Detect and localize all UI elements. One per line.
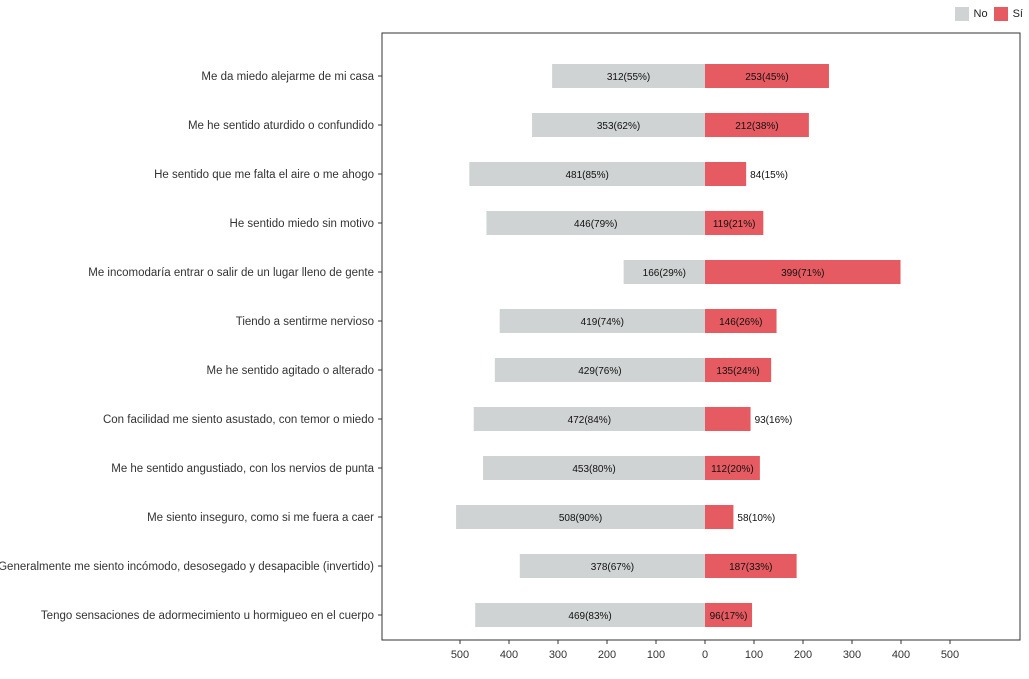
legend-item-no: No	[954, 7, 988, 21]
legend-label-si: Sí	[1012, 8, 1023, 20]
bar-no	[486, 211, 705, 235]
bar-label-si: 146(26%)	[719, 317, 762, 328]
bar-si	[705, 554, 797, 578]
bar-label-si: 253(45%)	[745, 72, 788, 83]
bar-no	[623, 260, 705, 284]
bar-label-no: 312(55%)	[607, 72, 650, 83]
category-label: Me siento inseguro, como si me fuera a c…	[147, 512, 374, 524]
category-label: He sentido miedo sin motivo	[230, 218, 374, 230]
x-tick-label: 300	[843, 649, 861, 661]
bar-no	[456, 505, 705, 529]
x-tick-label: 500	[451, 649, 469, 661]
category-label: Me he sentido aturdido o confundido	[188, 120, 374, 132]
x-tick-label: 100	[745, 649, 763, 661]
x-tick-label: 200	[794, 649, 812, 661]
bar-no	[494, 358, 705, 382]
category-label: Me incomodaría entrar o salir de un luga…	[88, 267, 374, 279]
x-tick-label: 400	[892, 649, 910, 661]
bar-no	[473, 407, 705, 431]
bar-no	[483, 456, 705, 480]
bar-si	[705, 64, 829, 88]
bar-label-si: 93(16%)	[755, 415, 793, 426]
bar-no	[519, 554, 705, 578]
bar-label-no: 429(76%)	[578, 366, 621, 377]
bar-no	[532, 113, 705, 137]
bar-label-si: 84(15%)	[750, 170, 788, 181]
category-label: He sentido que me falta el aire o me aho…	[154, 169, 374, 181]
bar-si	[705, 505, 734, 529]
legend-label-no: No	[973, 8, 988, 20]
bar-si	[705, 260, 901, 284]
bar-label-no: 469(83%)	[568, 611, 611, 622]
bar-si	[705, 407, 751, 431]
bar-label-no: 353(62%)	[597, 121, 640, 132]
bar-label-no: 166(29%)	[643, 268, 686, 279]
bar-label-no: 481(85%)	[565, 170, 608, 181]
bar-label-si: 399(71%)	[781, 268, 824, 279]
bar-label-si: 58(10%)	[737, 513, 775, 524]
bar-si	[705, 603, 753, 627]
bar-label-si: 212(38%)	[735, 121, 778, 132]
bar-label-no: 453(80%)	[572, 464, 615, 475]
bar-label-no: 508(90%)	[559, 513, 602, 524]
x-tick-label: 300	[549, 649, 567, 661]
bar-no	[552, 64, 705, 88]
category-label: Con facilidad me siento asustado, con te…	[103, 414, 374, 426]
bar-label-si: 96(17%)	[710, 611, 748, 622]
x-tick-label: 500	[941, 649, 959, 661]
bar-label-si: 119(21%)	[713, 219, 756, 230]
bar-label-si: 112(20%)	[711, 464, 754, 475]
bar-label-si: 187(33%)	[729, 562, 772, 573]
category-label: Tiendo a sentirme nervioso	[236, 316, 374, 328]
bar-label-no: 472(84%)	[568, 415, 611, 426]
bar-si	[705, 211, 764, 235]
bar-no	[475, 603, 705, 627]
legend: No Sí	[954, 7, 1023, 21]
bar-no	[469, 162, 705, 186]
bar-si	[705, 162, 747, 186]
legend-item-si: Sí	[993, 7, 1023, 21]
category-label: Me he sentido agitado o alterado	[206, 365, 374, 377]
bar-si	[705, 113, 809, 137]
bar-si	[705, 309, 777, 333]
category-label: Me he sentido angustiado, con los nervio…	[111, 463, 374, 475]
category-label: Me da miedo alejarme de mi casa	[201, 71, 374, 83]
bar-si	[705, 358, 772, 382]
bar-si	[705, 456, 760, 480]
bar-label-no: 419(74%)	[581, 317, 624, 328]
bar-label-no: 378(67%)	[591, 562, 634, 573]
x-tick-label: 200	[598, 649, 616, 661]
bar-label-no: 446(79%)	[574, 219, 617, 230]
category-label: Generalmente me siento incómodo, desoseg…	[0, 561, 374, 573]
x-tick-label: 400	[500, 649, 518, 661]
bar-no	[499, 309, 705, 333]
legend-swatch-si	[993, 7, 1008, 21]
category-label: Tengo sensaciones de adormecimiento u ho…	[41, 610, 374, 622]
plot-panel	[381, 32, 1021, 641]
bar-label-si: 135(24%)	[716, 366, 759, 377]
x-tick-label: 100	[647, 649, 665, 661]
x-tick-label: 0	[702, 649, 708, 661]
legend-swatch-no	[954, 7, 969, 21]
